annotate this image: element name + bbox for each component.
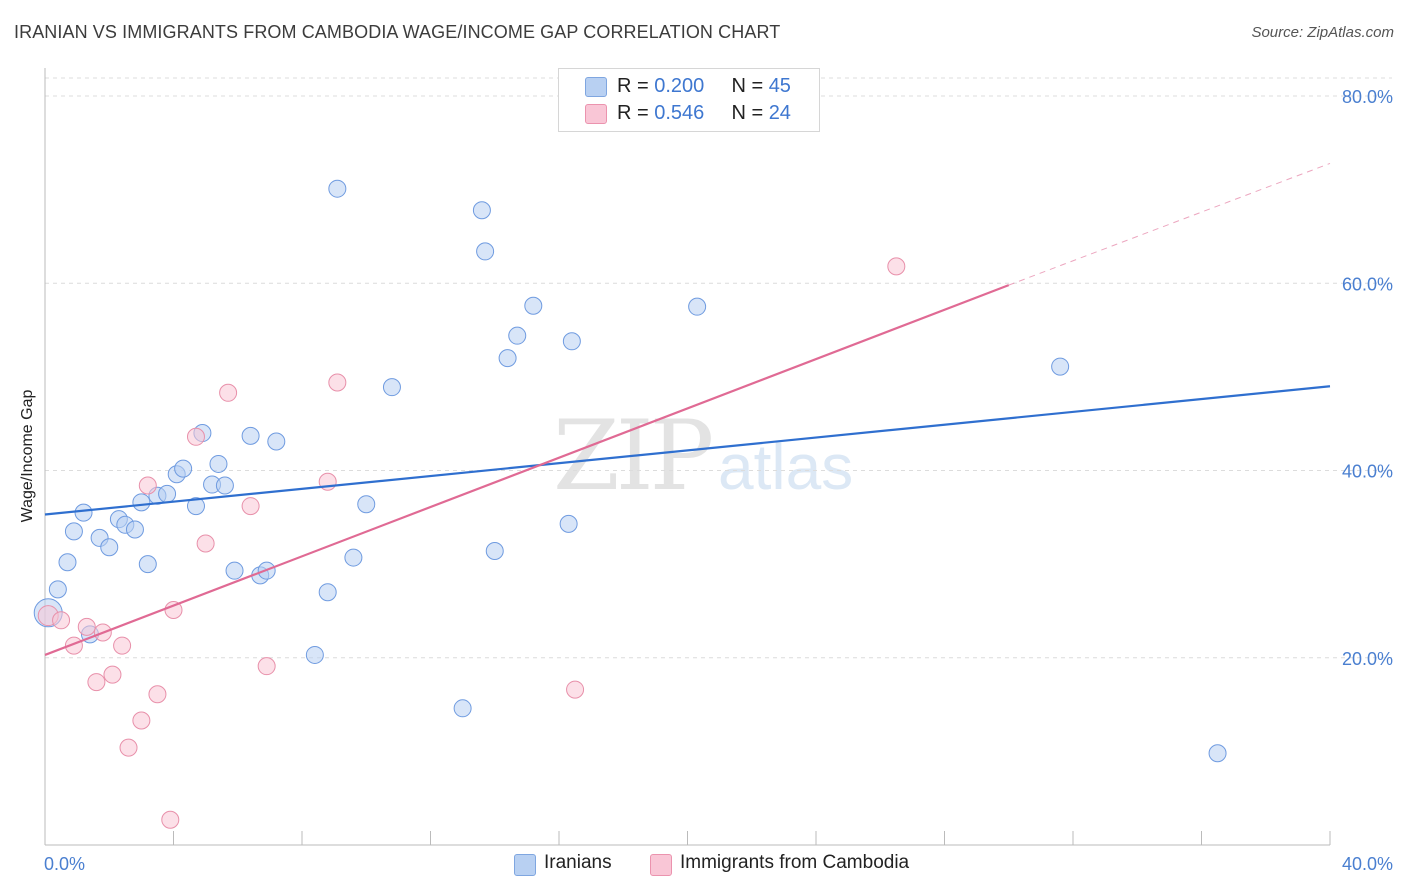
legend-stats-iranians: R = 0.200 N = 45 — [617, 75, 791, 98]
r-label: R = — [617, 75, 655, 97]
point-iranians — [344, 548, 363, 567]
point-iranians — [524, 296, 543, 315]
point-iranians — [225, 561, 244, 580]
source-credit: Source: ZipAtlas.com — [1251, 24, 1394, 41]
point-cambodia — [148, 685, 167, 704]
point-iranians — [328, 179, 347, 198]
point-cambodia — [241, 497, 260, 516]
point-iranians — [58, 553, 77, 572]
point-iranians — [559, 514, 578, 533]
point-cambodia — [257, 657, 276, 676]
legend-swatch-iranians — [514, 854, 536, 876]
point-iranians — [158, 484, 177, 503]
point-cambodia — [132, 711, 151, 730]
point-iranians — [241, 426, 260, 445]
point-iranians — [138, 555, 157, 574]
point-cambodia — [328, 373, 347, 392]
point-cambodia — [186, 427, 205, 446]
point-cambodia — [77, 617, 96, 636]
point-iranians — [125, 520, 144, 539]
n-value: 45 — [768, 75, 791, 97]
point-cambodia — [119, 738, 138, 757]
point-iranians — [267, 432, 286, 451]
point-iranians — [209, 454, 228, 473]
x-tick-label: 0.0% — [44, 854, 85, 874]
point-cambodia — [196, 534, 215, 553]
legend-swatch-cambodia — [650, 854, 672, 876]
legend-stats-cambodia: R = 0.546 N = 24 — [617, 102, 791, 125]
point-cambodia — [566, 680, 585, 699]
r-value: 0.546 — [654, 102, 705, 124]
watermark-atlas: atlas — [718, 431, 854, 503]
x-tick-label: 40.0% — [1342, 854, 1393, 874]
n-value: 24 — [768, 102, 791, 124]
point-iranians — [100, 538, 119, 557]
trendline-cambodia — [44, 284, 1010, 656]
y-tick-label: 80.0% — [1342, 87, 1393, 107]
point-cambodia — [87, 673, 106, 692]
point-cambodia — [103, 665, 122, 684]
point-iranians — [476, 242, 495, 261]
point-iranians — [186, 497, 205, 516]
point-iranians — [48, 580, 67, 599]
legend-swatch-iranians — [585, 77, 607, 97]
point-iranians — [357, 495, 376, 514]
point-iranians — [688, 297, 707, 316]
point-cambodia — [219, 383, 238, 402]
trendline-iranians — [44, 385, 1331, 516]
point-iranians — [508, 326, 527, 345]
correlation-legend: R = 0.200 N = 45 R = 0.546 N = 24 — [558, 68, 820, 132]
point-iranians — [318, 583, 337, 602]
n-label: N = — [731, 102, 769, 124]
legend-swatch-cambodia — [585, 104, 607, 124]
point-cambodia — [887, 257, 906, 276]
point-iranians — [305, 645, 324, 664]
y-tick-label: 20.0% — [1342, 649, 1393, 669]
legend-label-iranians: Iranians — [544, 852, 612, 873]
point-iranians — [1051, 357, 1070, 376]
point-cambodia — [138, 476, 157, 495]
point-iranians — [74, 503, 93, 522]
point-iranians — [382, 378, 401, 397]
point-iranians — [132, 493, 151, 512]
point-iranians — [498, 349, 517, 368]
n-label: N = — [731, 75, 769, 97]
point-iranians — [453, 699, 472, 718]
y-axis-label: Wage/Income Gap — [19, 389, 36, 523]
point-iranians — [562, 332, 581, 351]
point-iranians — [174, 459, 193, 478]
point-iranians — [1208, 744, 1227, 763]
point-iranians — [472, 201, 491, 220]
point-iranians — [485, 542, 504, 561]
point-cambodia — [113, 636, 132, 655]
r-value: 0.200 — [654, 75, 705, 97]
y-tick-label: 60.0% — [1342, 274, 1393, 294]
point-iranians — [215, 476, 234, 495]
r-label: R = — [617, 102, 655, 124]
y-axis-label-wrap: Wage/Income Gap — [0, 0, 40, 892]
point-cambodia — [161, 810, 180, 829]
y-tick-label: 40.0% — [1342, 462, 1393, 482]
point-iranians — [64, 522, 83, 541]
series-legend: Iranians Immigrants from Cambodia — [0, 852, 1406, 878]
point-cambodia — [52, 611, 71, 630]
legend-label-cambodia: Immigrants from Cambodia — [680, 852, 910, 873]
trendline-cambodia-extension — [1008, 162, 1331, 286]
chart-title: IRANIAN VS IMMIGRANTS FROM CAMBODIA WAGE… — [14, 22, 781, 42]
